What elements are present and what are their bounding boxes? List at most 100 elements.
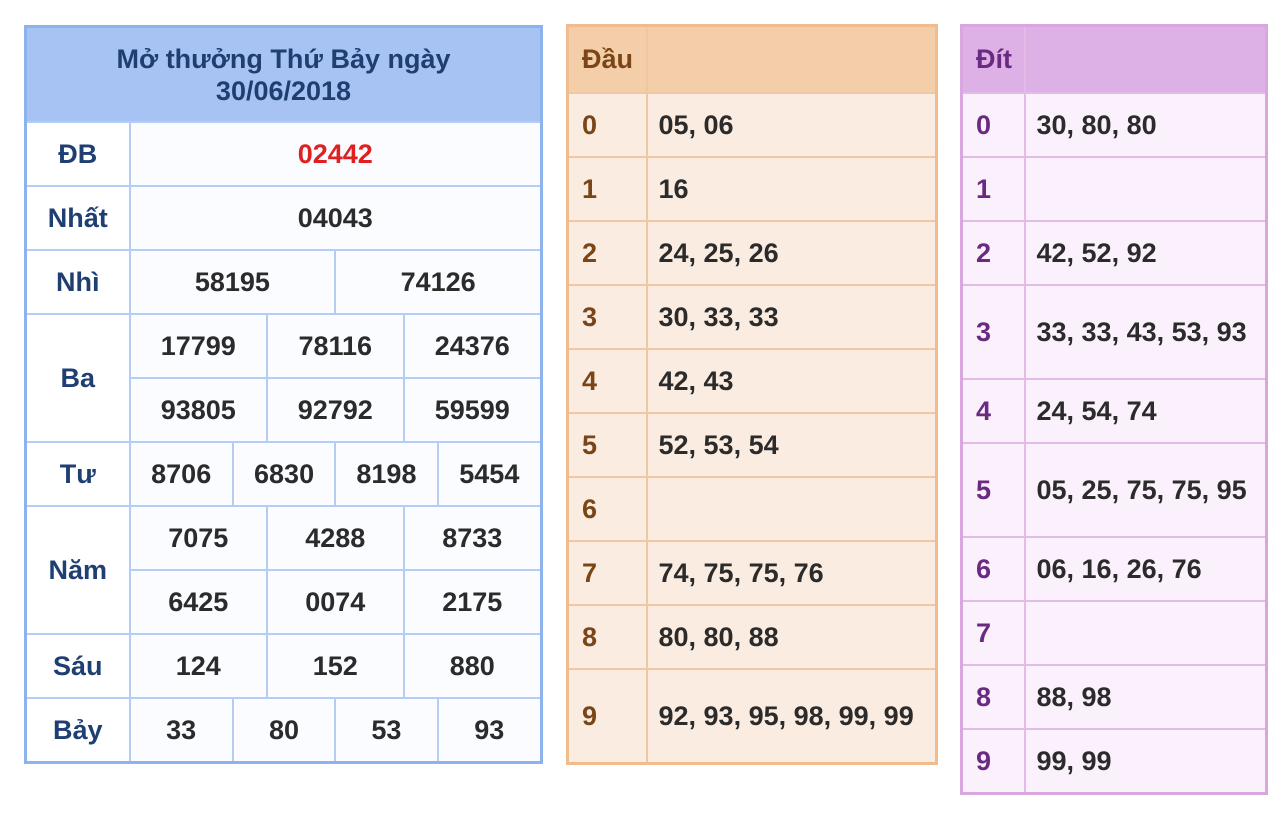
prize-number: 59599 — [402, 377, 540, 441]
prize-number: 0074 — [266, 569, 404, 633]
tail-row: 1 — [960, 156, 1268, 222]
head-row-values: 80, 80, 88 — [645, 604, 938, 670]
head-row: 4 42, 43 — [566, 348, 938, 414]
results-title: Mở thưởng Thứ Bảy ngày 30/06/2018 — [24, 25, 543, 123]
tail-row-key: 0 — [960, 92, 1026, 158]
prize-row-ba: Ba 17799 78116 24376 93805 92792 59599 — [24, 313, 543, 443]
head-row-values: 74, 75, 75, 76 — [645, 540, 938, 606]
head-row-values: 24, 25, 26 — [645, 220, 938, 286]
prize-number: 124 — [175, 650, 221, 681]
head-header: Đầu — [566, 24, 648, 94]
prize-label-bay: Bảy — [24, 697, 131, 764]
prize-label-db: ĐB — [24, 121, 131, 187]
results-title-date: 30/06/2018 — [215, 75, 352, 106]
tail-row-values: 24, 54, 74 — [1023, 378, 1268, 444]
prize-label-ba: Ba — [24, 313, 131, 443]
prize-number: 80 — [231, 699, 336, 761]
head-row-values — [645, 476, 938, 542]
prize-number: 5454 — [436, 443, 540, 505]
head-row: 2 24, 25, 26 — [566, 220, 938, 286]
head-row: 7 74, 75, 75, 76 — [566, 540, 938, 606]
head-row: 5 52, 53, 54 — [566, 412, 938, 478]
results-title-line1: Mở thưởng Thứ Bảy ngày — [116, 43, 451, 74]
tail-row-key: 8 — [960, 664, 1026, 730]
prize-number: 8733 — [402, 507, 540, 570]
head-row-key: 4 — [566, 348, 648, 414]
tail-row: 8 88, 98 — [960, 664, 1268, 730]
results-table: Mở thưởng Thứ Bảy ngày 30/06/2018 ĐB 024… — [24, 25, 543, 764]
prize-label-tu: Tư — [24, 441, 131, 507]
prize-number: 92792 — [266, 377, 404, 441]
prize-row-tu: Tư 8706 6830 8198 5454 — [24, 441, 543, 507]
prize-number: 53 — [334, 699, 438, 761]
tail-row-values: 06, 16, 26, 76 — [1023, 536, 1268, 602]
prize-number: 78116 — [266, 315, 404, 378]
head-row-key: 2 — [566, 220, 648, 286]
prize-number: 880 — [402, 635, 540, 697]
tail-row: 7 — [960, 600, 1268, 666]
prize-number: 58195 — [194, 266, 270, 297]
head-row-values: 52, 53, 54 — [645, 412, 938, 478]
tail-row: 4 24, 54, 74 — [960, 378, 1268, 444]
head-row: 9 92, 93, 95, 98, 99, 99 — [566, 668, 938, 765]
tail-row-key: 4 — [960, 378, 1026, 444]
head-row-key: 3 — [566, 284, 648, 350]
prize-row-db: ĐB 02442 — [24, 121, 543, 187]
tail-row-values: 33, 33, 43, 53, 93 — [1023, 284, 1268, 380]
head-header-blank — [645, 24, 938, 94]
prize-number: 93805 — [130, 377, 267, 441]
head-row-values: 30, 33, 33 — [645, 284, 938, 350]
prize-number: 6830 — [231, 443, 336, 505]
tail-row-values: 05, 25, 75, 75, 95 — [1023, 442, 1268, 538]
head-row: 0 05, 06 — [566, 92, 938, 158]
head-row: 8 80, 80, 88 — [566, 604, 938, 670]
tail-row: 2 42, 52, 92 — [960, 220, 1268, 286]
tail-row-key: 3 — [960, 284, 1026, 380]
tail-row: 3 33, 33, 43, 53, 93 — [960, 284, 1268, 380]
prize-number: 7075 — [168, 522, 229, 553]
tail-row-key: 2 — [960, 220, 1026, 286]
prize-number: 8198 — [334, 443, 438, 505]
head-row-key: 0 — [566, 92, 648, 158]
tail-row-values: 88, 98 — [1023, 664, 1268, 730]
head-row-key: 6 — [566, 476, 648, 542]
tail-row-key: 9 — [960, 728, 1026, 795]
head-row-key: 8 — [566, 604, 648, 670]
prize-label-nhi: Nhì — [24, 249, 131, 315]
tail-header-blank — [1023, 24, 1268, 94]
prize-number: 2175 — [402, 569, 540, 633]
tail-table: Đít 0 30, 80, 80 1 2 42, 52, 92 3 33, 33, 43, … — [960, 24, 1268, 795]
head-row-values: 42, 43 — [645, 348, 938, 414]
prize-number: 152 — [266, 635, 404, 697]
head-row-values: 05, 06 — [645, 92, 938, 158]
prize-number: 8706 — [151, 458, 212, 489]
prize-label-nam: Năm — [24, 505, 131, 635]
prize-row-nhi: Nhì 58195 74126 — [24, 249, 543, 315]
tail-row-values: 30, 80, 80 — [1023, 92, 1268, 158]
prize-label-nhat: Nhất — [24, 185, 131, 251]
head-row-key: 1 — [566, 156, 648, 222]
head-row: 3 30, 33, 33 — [566, 284, 938, 350]
head-row-key: 9 — [566, 668, 648, 765]
prize-number: 33 — [166, 714, 197, 745]
prize-row-bay: Bảy 33 80 53 93 — [24, 697, 543, 764]
head-table: Đầu 0 05, 06 1 16 2 24, 25, 26 3 30, 33, 33 4 42,… — [566, 24, 938, 765]
tail-row-key: 7 — [960, 600, 1026, 666]
prize-row-sau: Sáu 124 152 880 — [24, 633, 543, 699]
prize-number: 4288 — [266, 507, 404, 570]
prize-row-nhat: Nhất 04043 — [24, 185, 543, 251]
head-row-values: 16 — [645, 156, 938, 222]
tail-row: 0 30, 80, 80 — [960, 92, 1268, 158]
prize-number: 17799 — [160, 330, 236, 361]
prize-number: 04043 — [128, 185, 543, 251]
head-row: 6 — [566, 476, 938, 542]
tail-row-values — [1023, 156, 1268, 222]
tail-row-values: 99, 99 — [1023, 728, 1268, 795]
head-row: 1 16 — [566, 156, 938, 222]
head-row-values: 92, 93, 95, 98, 99, 99 — [645, 668, 938, 765]
tail-row: 6 06, 16, 26, 76 — [960, 536, 1268, 602]
tail-row-key: 6 — [960, 536, 1026, 602]
head-row-key: 5 — [566, 412, 648, 478]
tail-header: Đít — [960, 24, 1026, 94]
tail-row-values: 42, 52, 92 — [1023, 220, 1268, 286]
